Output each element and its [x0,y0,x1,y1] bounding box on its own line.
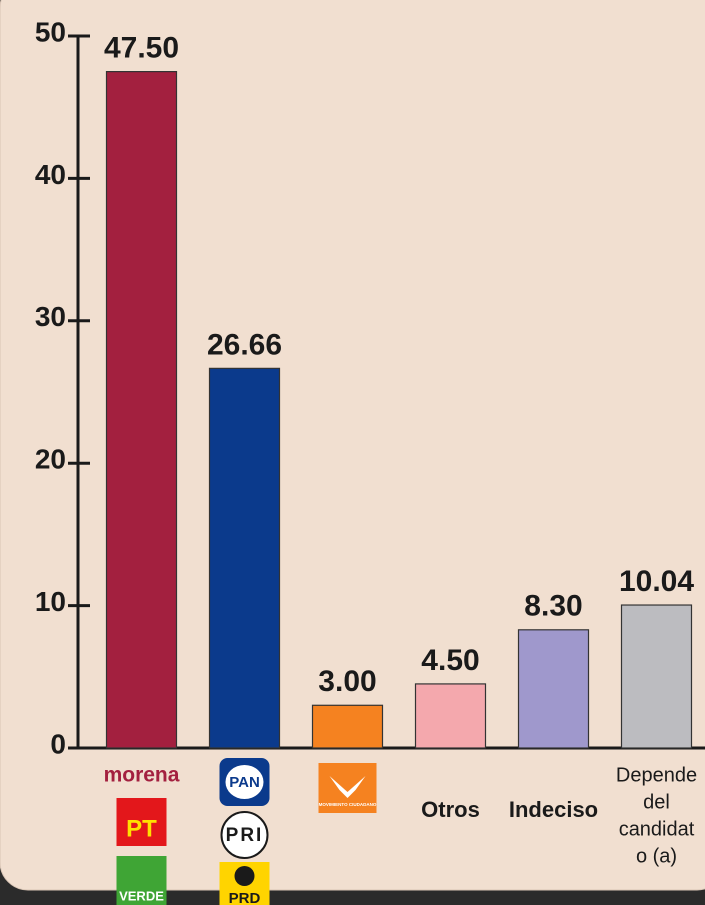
x-tick-label: Otros [421,797,480,822]
y-tick-label: 20 [35,444,66,475]
logo-text: morena [104,764,180,787]
x-tick-label: o (a) [636,845,677,867]
logo-box [116,856,167,905]
x-tick-label: del [643,791,670,813]
logo-box [116,798,167,846]
x-tick-label: candidat [619,818,695,840]
bar [208,367,281,749]
value-label: 3.00 [318,665,376,698]
x-tick-label: Depende [616,764,697,786]
bar [105,70,178,749]
value-label: 8.30 [524,590,582,623]
y-tick-label: 40 [35,159,66,190]
value-label: 10.04 [619,565,694,598]
logo-shape [234,866,255,886]
logo-text: VERDE [119,888,164,903]
value-label: 26.66 [207,328,282,361]
logo-text: MOVIMIENTO CIUDADANO [319,802,377,807]
y-tick-label: 0 [50,728,66,759]
value-label: 47.50 [104,32,179,65]
logo-text: PRD [229,890,261,905]
logo-text: PAN [229,774,260,791]
logo-shape [225,765,264,799]
bar [414,683,487,749]
value-label: 4.50 [421,644,479,677]
logo-shape [220,811,269,859]
logo-box [318,763,377,813]
y-tick-label: 50 [35,16,66,47]
logo-text: PT [126,815,157,842]
bar [311,704,384,749]
y-tick-label: 10 [35,586,66,617]
logo-text: PRI [226,825,264,846]
x-tick-label: Indeciso [509,797,598,822]
y-tick-label: 30 [35,301,66,332]
bar [517,629,590,749]
logo-shape [329,776,366,798]
bar [620,604,693,749]
